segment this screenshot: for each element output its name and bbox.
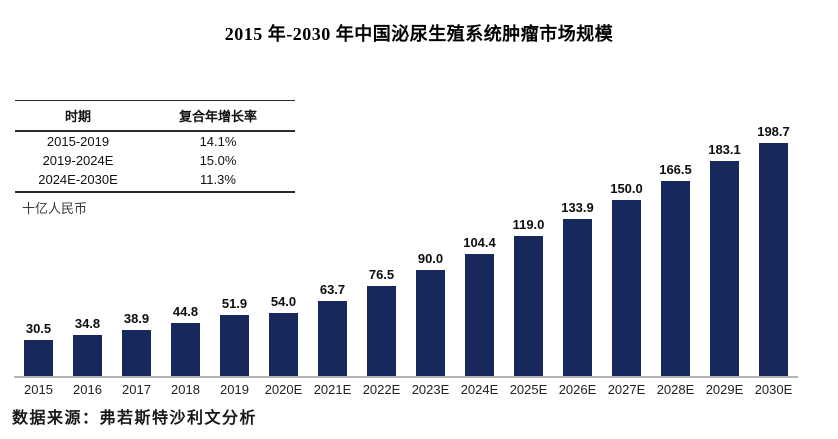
- bar: [563, 219, 592, 376]
- bar-group: 54.0: [259, 124, 308, 376]
- bar-value-label: 166.5: [659, 162, 692, 177]
- x-axis-labels: 2015 2016 2017 2018 2019 2020E 2021E 2022E 2023E…: [14, 382, 798, 397]
- table-row: 2019-2024E 15.0%: [15, 151, 295, 170]
- bar-group: 44.8: [161, 124, 210, 376]
- x-axis-tick-label: 2019: [220, 382, 249, 397]
- bar-chart: 30.5 34.8 38.9 44.8 51.9 54.0 63.7 76.5 90.0 104.…: [14, 124, 798, 378]
- bar-value-label: 51.9: [221, 296, 248, 311]
- bar-value-label: 34.8: [74, 316, 101, 331]
- bar: [73, 335, 102, 376]
- cagr-cell: 15.0%: [199, 153, 237, 168]
- cagr-table-header-period: 时期: [15, 100, 141, 132]
- bar: [514, 236, 543, 376]
- bar-value-label: 63.7: [319, 282, 346, 297]
- bar-value-label: 198.7: [757, 124, 790, 139]
- x-axis-tick-label: 2018: [171, 382, 200, 397]
- bar-value-label: 104.4: [463, 235, 496, 250]
- x-axis-tick-label: 2015: [24, 382, 53, 397]
- bar-group: 90.0: [406, 124, 455, 376]
- bar: [612, 200, 641, 376]
- cagr-table: 时期 复合年增长率 2015-2019 14.1% 2019-2024E 15.…: [15, 100, 295, 193]
- bar-group: 150.0: [602, 124, 651, 376]
- bar-value-label: 90.0: [417, 251, 444, 266]
- bar: [661, 181, 690, 376]
- bar: [465, 254, 494, 376]
- x-axis-tick-label: 2027E: [607, 382, 646, 397]
- bar: [122, 330, 151, 376]
- bar-group: 76.5: [357, 124, 406, 376]
- bar: [367, 286, 396, 376]
- bar-group: 34.8: [63, 124, 112, 376]
- x-axis-tick-label: 2026E: [558, 382, 597, 397]
- bar-value-label: 76.5: [368, 267, 395, 282]
- bar-group: 119.0: [504, 124, 553, 376]
- bar-value-label: 119.0: [512, 217, 545, 232]
- bar: [171, 323, 200, 376]
- bar-value-label: 44.8: [172, 304, 199, 319]
- x-axis-tick-label: 2029E: [705, 382, 744, 397]
- x-axis-tick-label: 2025E: [509, 382, 548, 397]
- chart-title: 2015 年-2030 年中国泌尿生殖系统肿瘤市场规模: [224, 24, 614, 44]
- bar-value-label: 183.1: [708, 142, 741, 157]
- table-row: 2024E-2030E 11.3%: [15, 170, 295, 193]
- period-cell: 2024E-2030E: [15, 170, 141, 193]
- bar-group: 30.5: [14, 124, 63, 376]
- bar: [269, 313, 298, 376]
- period-cell: 2015-2019: [46, 134, 110, 149]
- cagr-table-header-cagr: 复合年增长率: [141, 100, 295, 132]
- y-axis-unit-label: 十亿人民币: [22, 201, 88, 216]
- bar-value-label: 133.9: [561, 200, 594, 215]
- x-axis-tick-label: 2023E: [411, 382, 450, 397]
- period-cell: 2019-2024E: [42, 153, 114, 168]
- source-note: 数据来源：弗若斯特沙利文分析: [12, 410, 258, 427]
- x-axis-tick-label: 2021E: [313, 382, 352, 397]
- bar-group: 166.5: [651, 124, 700, 376]
- bar-value-label: 54.0: [270, 294, 297, 309]
- bar-group: 198.7: [749, 124, 798, 376]
- x-axis-tick-label: 2028E: [656, 382, 695, 397]
- bar-value-label: 150.0: [610, 181, 643, 196]
- bar-value-label: 30.5: [25, 321, 52, 336]
- bar-group: 104.4: [455, 124, 504, 376]
- x-axis-tick-label: 2024E: [460, 382, 499, 397]
- bar-group: 38.9: [112, 124, 161, 376]
- cagr-cell: 14.1%: [199, 134, 237, 149]
- x-axis-tick-label: 2016: [73, 382, 102, 397]
- bar-group: 63.7: [308, 124, 357, 376]
- x-axis-tick-label: 2030E: [754, 382, 793, 397]
- table-row: 2015-2019 14.1%: [15, 131, 295, 151]
- x-axis-tick-label: 2020E: [264, 382, 303, 397]
- bar: [24, 340, 53, 376]
- bar: [220, 315, 249, 376]
- bar-group: 183.1: [700, 124, 749, 376]
- cagr-table-header-row: 时期 复合年增长率: [15, 100, 295, 132]
- bar-group: 51.9: [210, 124, 259, 376]
- x-axis-tick-label: 2017: [122, 382, 151, 397]
- cagr-cell: 11.3%: [141, 170, 295, 193]
- bar-group: 133.9: [553, 124, 602, 376]
- bar: [416, 270, 445, 376]
- bar: [710, 161, 739, 376]
- bar-value-label: 38.9: [123, 311, 150, 326]
- bar: [318, 301, 347, 376]
- bar: [759, 143, 788, 376]
- x-axis-tick-label: 2022E: [362, 382, 401, 397]
